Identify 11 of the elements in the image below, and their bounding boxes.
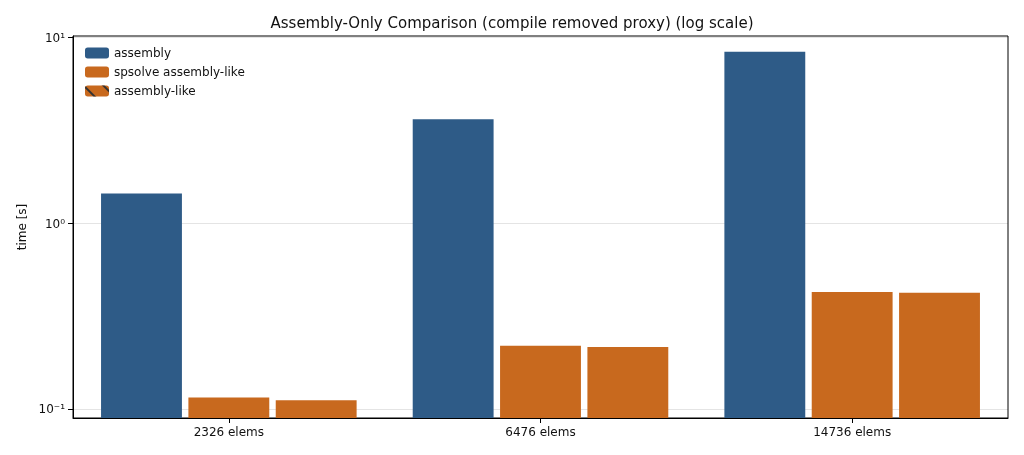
x-tick-label: 14736 elems	[813, 425, 892, 439]
x-tick-label: 2326 elems	[193, 425, 265, 439]
legend-label: assembly-like	[114, 84, 196, 98]
legend-label: spsolve assembly-like	[114, 65, 245, 79]
x-tick-label: 6476 elems	[505, 425, 576, 439]
chart-title: Assembly-Only Comparison (compile removed proxy) (log scale)	[270, 13, 754, 32]
y-tick-label: 10¹	[44, 30, 66, 45]
legend-label: assembly	[114, 46, 171, 60]
y-axis-title: time [s]	[14, 203, 29, 251]
y-tick-label: 10⁰	[44, 216, 66, 231]
y-tick-label: 10⁻¹	[38, 402, 66, 417]
